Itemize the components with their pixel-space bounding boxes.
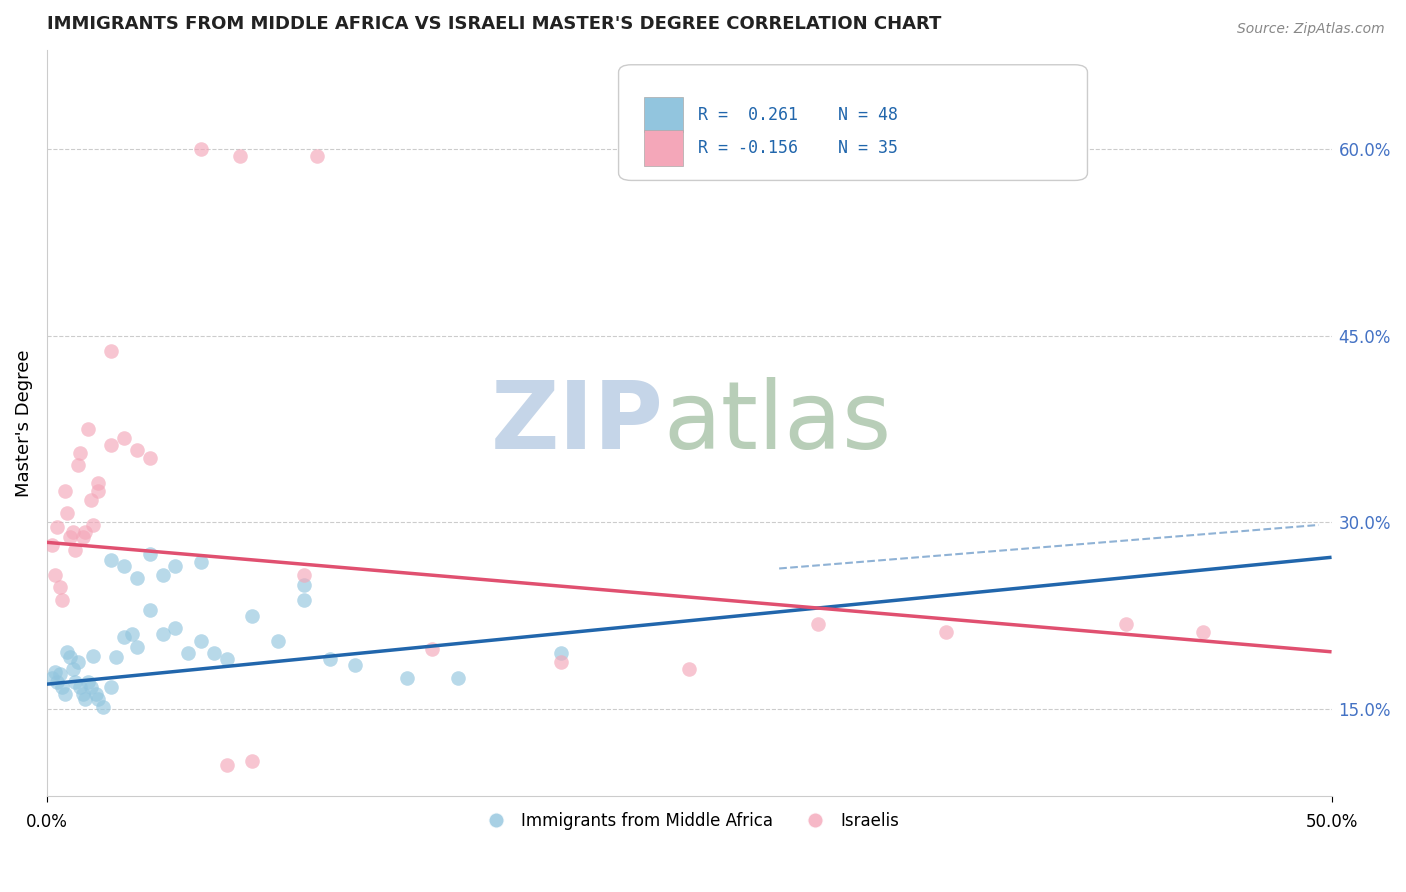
Point: [202, 646, 225, 660]
Point: [550, 646, 572, 660]
Point: [807, 617, 830, 632]
FancyBboxPatch shape: [619, 65, 1087, 180]
Point: [550, 655, 572, 669]
Point: [53, 484, 76, 499]
Point: [292, 577, 315, 591]
Point: [125, 443, 148, 458]
Y-axis label: Master's Degree: Master's Degree: [15, 349, 32, 497]
Point: [66, 458, 89, 473]
Point: [395, 671, 418, 685]
Point: [82, 648, 104, 663]
Point: [69, 446, 91, 460]
Text: atlas: atlas: [664, 377, 891, 469]
Point: [79, 680, 101, 694]
Point: [44, 567, 66, 582]
Point: [62, 662, 84, 676]
Point: [215, 652, 238, 666]
Point: [44, 665, 66, 679]
Point: [69, 680, 91, 694]
Legend: Immigrants from Middle Africa, Israelis: Immigrants from Middle Africa, Israelis: [472, 805, 905, 837]
Point: [82, 518, 104, 533]
Point: [51, 592, 73, 607]
Point: [100, 438, 122, 452]
Point: [344, 658, 367, 673]
Point: [121, 627, 143, 641]
Point: [59, 649, 82, 664]
Point: [292, 592, 315, 607]
Point: [75, 525, 97, 540]
Point: [318, 652, 340, 666]
Point: [242, 754, 264, 768]
Point: [84, 687, 107, 701]
Point: [292, 567, 315, 582]
Bar: [644, 96, 683, 132]
Point: [100, 343, 122, 358]
Bar: [644, 130, 683, 166]
Point: [100, 680, 122, 694]
Point: [267, 633, 290, 648]
Point: [53, 687, 76, 701]
Point: [77, 422, 100, 436]
Point: [41, 671, 63, 685]
Point: [242, 608, 264, 623]
Point: [138, 547, 160, 561]
Point: [165, 559, 187, 574]
Point: [41, 538, 63, 552]
Text: ZIP: ZIP: [491, 377, 664, 469]
Point: [138, 602, 160, 616]
Point: [935, 624, 957, 639]
Point: [87, 475, 110, 490]
Point: [1192, 624, 1215, 639]
Point: [51, 680, 73, 694]
Point: [72, 530, 94, 544]
Text: Source: ZipAtlas.com: Source: ZipAtlas.com: [1237, 22, 1385, 37]
Point: [138, 450, 160, 465]
Point: [77, 674, 100, 689]
Point: [420, 642, 443, 657]
Point: [79, 493, 101, 508]
Point: [46, 520, 69, 534]
Point: [87, 484, 110, 499]
Point: [87, 692, 110, 706]
Point: [215, 758, 238, 772]
Point: [75, 692, 97, 706]
Point: [56, 506, 79, 520]
Point: [152, 627, 174, 641]
Point: [152, 567, 174, 582]
Point: [190, 555, 212, 569]
Point: [112, 630, 135, 644]
Point: [46, 674, 69, 689]
Point: [112, 431, 135, 445]
Point: [62, 525, 84, 540]
Point: [678, 662, 700, 676]
Point: [177, 646, 200, 660]
Point: [305, 148, 328, 162]
Point: [48, 667, 70, 681]
Text: IMMIGRANTS FROM MIDDLE AFRICA VS ISRAELI MASTER'S DEGREE CORRELATION CHART: IMMIGRANTS FROM MIDDLE AFRICA VS ISRAELI…: [46, 15, 941, 33]
Point: [72, 687, 94, 701]
Point: [66, 655, 89, 669]
Point: [112, 559, 135, 574]
Point: [190, 633, 212, 648]
Text: R =  0.261    N = 48: R = 0.261 N = 48: [699, 105, 898, 123]
Point: [105, 649, 128, 664]
Point: [1115, 617, 1137, 632]
Text: R = -0.156    N = 35: R = -0.156 N = 35: [699, 139, 898, 157]
Point: [125, 571, 148, 585]
Point: [100, 553, 122, 567]
Point: [125, 640, 148, 654]
Point: [93, 699, 115, 714]
Point: [190, 142, 212, 156]
Point: [59, 530, 82, 544]
Point: [63, 674, 86, 689]
Point: [447, 671, 470, 685]
Point: [56, 645, 79, 659]
Point: [63, 542, 86, 557]
Point: [165, 621, 187, 635]
Point: [228, 148, 250, 162]
Point: [48, 580, 70, 594]
